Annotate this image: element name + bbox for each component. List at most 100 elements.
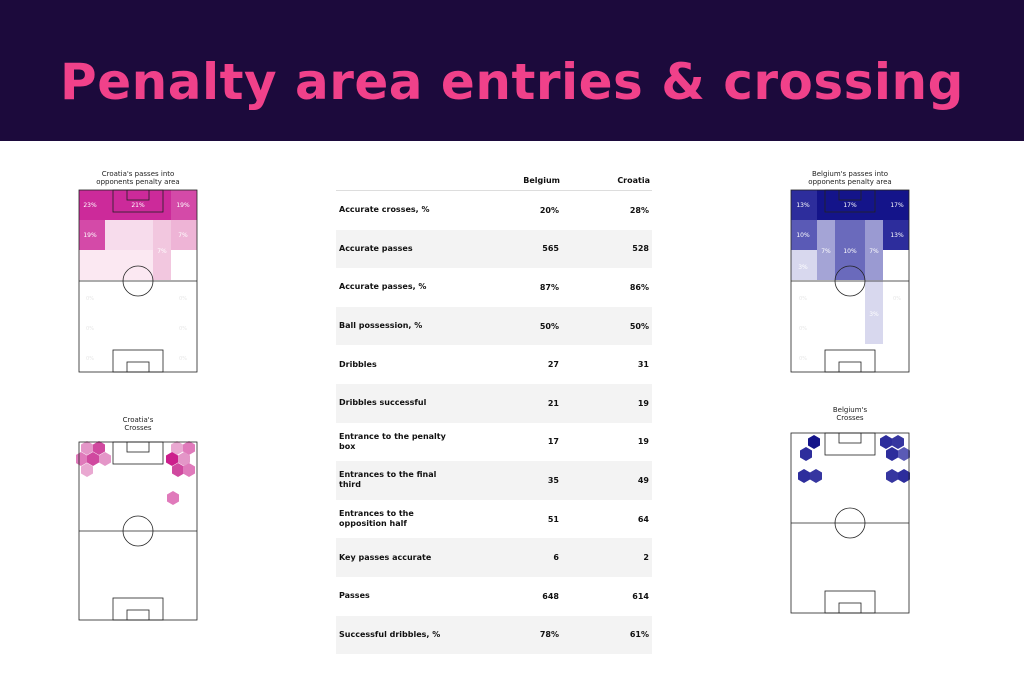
belgium-value: 78% — [462, 615, 562, 655]
table-header-row: Belgium Croatia — [336, 170, 652, 191]
zone-label: 0% — [179, 356, 187, 362]
belgium-entries-caption: Belgium's passes into opponents penalty … — [790, 170, 910, 186]
croatia-value: 31 — [637, 360, 649, 370]
zone-cell — [105, 190, 171, 220]
zone-cell — [171, 220, 197, 250]
zone-label: 0% — [799, 326, 807, 332]
zone-label: 0% — [86, 296, 94, 302]
table-row: Entrances to the opposition half 51 64 — [336, 500, 652, 539]
zone-label: 10% — [843, 248, 857, 255]
zone-label: 0% — [86, 326, 94, 332]
zone-label: 0% — [179, 296, 187, 302]
croatia-value: 2 — [562, 538, 652, 577]
table-row: Passes 648 614 — [336, 577, 652, 616]
zone-cell — [883, 190, 909, 220]
table-row: Dribbles 27 31 — [336, 345, 652, 384]
belgium-value: 50% — [462, 306, 562, 346]
zone-label: 7% — [821, 248, 831, 255]
zone-cell — [865, 280, 883, 344]
stat-name: Dribbles successful — [336, 383, 462, 423]
zone-label: 7% — [178, 232, 188, 239]
zone-label: 0% — [86, 356, 94, 362]
zone-cell — [791, 250, 817, 280]
zone-label: 19% — [176, 202, 190, 209]
header-croatia: Croatia — [562, 170, 652, 191]
caption-line: Crosses — [836, 414, 864, 422]
belgium-crosses-pitch — [790, 432, 910, 614]
stat-name: Entrance to the penalty box — [339, 431, 446, 451]
caption-line: Belgium's passes into — [811, 170, 889, 178]
zone-cell — [105, 250, 153, 280]
header-stat — [336, 170, 462, 191]
zone-cell — [79, 190, 105, 220]
belgium-value: 21 — [462, 383, 562, 423]
belgium-value: 565 — [462, 229, 562, 269]
title-banner: Penalty area entries & crossing — [0, 0, 1024, 141]
caption-line: opponents penalty area — [96, 178, 180, 186]
table-row: Ball possession, % 50% 50% — [336, 306, 652, 346]
croatia-entries-pitch: 23% 21% 19% 19% 7% 7% 0% 0% 0% 0% 0% 0% — [78, 189, 198, 373]
zone-label: 23% — [83, 202, 97, 209]
table-row: Accurate crosses, % 20% 28% — [336, 191, 652, 230]
table-row: Successful dribbles, % 78% 61% — [336, 615, 652, 655]
croatia-value: 50% — [562, 306, 652, 346]
caption-line: opponents penalty area — [808, 178, 892, 186]
cross-hexbins — [76, 441, 195, 505]
belgium-value: 6 — [462, 538, 562, 577]
croatia-value: 64 — [637, 514, 649, 524]
zone-label: 10% — [796, 232, 810, 239]
zone-cell — [817, 190, 883, 220]
stat-name: Passes — [339, 591, 370, 601]
croatia-crosses-pitch — [76, 441, 198, 621]
croatia-value: 528 — [562, 229, 652, 269]
zone-cell — [79, 250, 105, 280]
table-row: Key passes accurate 6 2 — [336, 538, 652, 577]
belgium-value: 51 — [547, 514, 559, 524]
stat-name: Entrances to the final third — [336, 461, 462, 500]
zone-label: 0% — [893, 296, 901, 302]
zone-label: 13% — [796, 202, 810, 209]
zone-cell — [171, 190, 197, 220]
croatia-value: 19 — [637, 437, 649, 447]
table-row: Accurate passes, % 87% 86% — [336, 268, 652, 307]
belgium-value: 20% — [539, 205, 559, 215]
zone-label: 0% — [799, 296, 807, 302]
belgium-value: 27 — [547, 360, 559, 370]
croatia-value: 19 — [562, 383, 652, 423]
zone-label: 0% — [799, 356, 807, 362]
zone-label: 3% — [798, 264, 808, 271]
zone-label: 17% — [843, 202, 857, 209]
caption-line: Belgium's — [832, 406, 868, 414]
caption-line: Crosses — [124, 424, 152, 432]
caption-line: Croatia's — [122, 416, 154, 424]
zone-label: 3% — [869, 311, 879, 318]
zone-label: 0% — [179, 326, 187, 332]
croatia-entries-caption: Croatia's passes into opponents penalty … — [78, 170, 198, 186]
stat-name: Entrances to the opposition half — [339, 509, 414, 529]
zone-label: 7% — [157, 248, 167, 255]
zone-cell — [883, 220, 909, 250]
zone-cell — [105, 220, 153, 250]
zone-cell — [791, 220, 817, 250]
stats-table: Belgium Croatia Accurate crosses, % 20% … — [336, 170, 652, 655]
zone-label: 7% — [869, 248, 879, 255]
stat-name: Successful dribbles, % — [336, 615, 462, 655]
zone-label: 17% — [890, 202, 904, 209]
zone-label: 21% — [131, 202, 145, 209]
caption-line: Croatia's passes into — [101, 170, 175, 178]
table-row: Accurate passes 565 528 — [336, 229, 652, 269]
zone-cell — [865, 220, 883, 280]
croatia-value: 86% — [629, 282, 649, 292]
zone-cell — [79, 220, 105, 250]
croatia-crosses-caption: Croatia's Crosses — [78, 416, 198, 432]
belgium-entries-pitch: 13% 17% 17% 10% 7% 10% 7% 13% 3% 3% 0% 0… — [790, 189, 910, 373]
table-row: Entrances to the final third 35 49 — [336, 461, 652, 500]
belgium-value: 17 — [547, 437, 559, 447]
belgium-value: 648 — [542, 591, 559, 601]
table-row: Dribbles successful 21 19 — [336, 383, 652, 423]
croatia-value: 28% — [629, 205, 649, 215]
zone-cell — [817, 220, 835, 280]
zone-label: 19% — [83, 232, 97, 239]
croatia-value: 61% — [562, 615, 652, 655]
page-title: Penalty area entries & crossing — [60, 53, 964, 111]
